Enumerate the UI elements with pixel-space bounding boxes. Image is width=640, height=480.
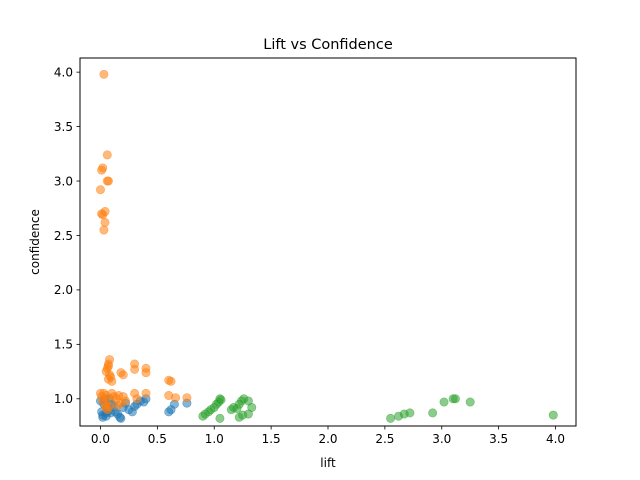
data-point	[132, 394, 142, 404]
x-tick-label: 4.0	[546, 432, 565, 446]
x-tick-label: 1.5	[262, 432, 281, 446]
x-tick-label: 1.0	[205, 432, 224, 446]
y-axis-ticks: 1.0 1.5 2.0 2.5 3.0 3.5 4.0	[54, 65, 80, 406]
data-point	[215, 413, 225, 423]
data-point	[97, 165, 107, 175]
data-point	[171, 393, 181, 403]
data-point	[100, 217, 110, 227]
data-point	[243, 396, 253, 406]
data-point	[450, 394, 460, 404]
y-tick-label: 1.0	[54, 392, 73, 406]
data-point	[116, 398, 126, 408]
x-axis-ticks: 0.0 0.5 1.0 1.5 2.0 2.5 3.0 3.5 4.0	[91, 426, 565, 446]
data-point	[99, 69, 109, 79]
data-point	[118, 370, 128, 380]
data-point	[166, 376, 176, 386]
series-1	[95, 69, 192, 415]
y-tick-label: 2.5	[54, 229, 73, 243]
data-point	[102, 176, 112, 186]
data-points-layer	[95, 69, 558, 423]
data-point	[182, 393, 192, 403]
y-tick-label: 4.0	[54, 65, 73, 79]
data-point	[216, 395, 226, 405]
x-tick-label: 0.0	[91, 432, 110, 446]
data-point	[130, 364, 140, 374]
data-point	[465, 397, 475, 407]
series-2	[198, 394, 558, 423]
data-point	[141, 388, 151, 398]
x-axis-title: lift	[320, 456, 336, 470]
data-point	[386, 413, 396, 423]
data-point	[105, 401, 115, 411]
x-tick-label: 2.5	[375, 432, 394, 446]
x-tick-label: 3.0	[432, 432, 451, 446]
data-point	[116, 413, 126, 423]
y-axis-title: confidence	[28, 209, 42, 275]
data-point	[99, 225, 109, 235]
data-point	[428, 408, 438, 418]
plot-area	[79, 57, 577, 427]
data-point	[107, 376, 117, 386]
data-point	[141, 368, 151, 378]
data-point	[102, 150, 112, 160]
data-point	[95, 185, 105, 195]
x-tick-label: 3.5	[489, 432, 508, 446]
y-tick-label: 1.5	[54, 338, 73, 352]
data-point	[405, 408, 415, 418]
x-tick-label: 0.5	[148, 432, 167, 446]
x-tick-label: 2.0	[318, 432, 337, 446]
y-tick-label: 2.0	[54, 283, 73, 297]
data-point	[548, 410, 558, 420]
y-tick-label: 3.5	[54, 120, 73, 134]
chart-title: Lift vs Confidence	[263, 37, 393, 53]
data-point	[439, 397, 449, 407]
data-point	[98, 210, 108, 220]
y-tick-label: 3.0	[54, 174, 73, 188]
